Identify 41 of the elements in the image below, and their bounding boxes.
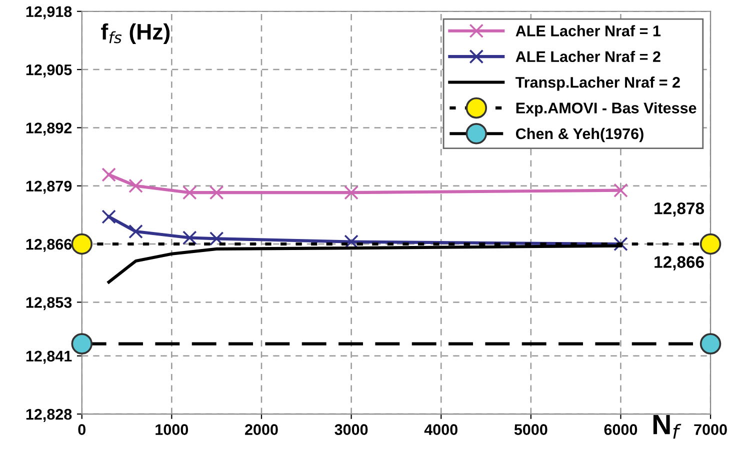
legend-label: ALE Lacher Nraf = 2 — [516, 50, 660, 62]
y-tick-label: 12,841 — [26, 350, 72, 364]
point — [71, 233, 92, 255]
point — [209, 185, 224, 200]
point — [128, 178, 143, 194]
point — [700, 233, 722, 255]
y-tick-label: 12,828 — [26, 408, 72, 422]
x-tick-label: 3000 — [334, 424, 368, 436]
x-axis-title: N$_{f}$ — [653, 415, 682, 439]
point — [344, 185, 358, 200]
point — [102, 168, 116, 182]
point — [209, 232, 224, 246]
point — [71, 333, 92, 354]
y-tick-label: 12,879 — [26, 180, 72, 194]
y-tick-label: 12,866 — [26, 238, 72, 252]
legend-label: ALE Lacher Nraf = 1 — [516, 25, 661, 36]
annotation: 12,878 — [654, 202, 704, 217]
x-tick-label: 0 — [78, 424, 86, 435]
point — [344, 234, 358, 249]
y-tick-label: 12,892 — [26, 122, 72, 136]
x-tick-label: 1000 — [156, 424, 188, 435]
x-tick-label: 7000 — [694, 424, 727, 435]
point — [614, 236, 628, 252]
point — [614, 183, 628, 198]
y-tick-label: 12,918 — [26, 6, 72, 20]
legend-label: Transp.Lacher Nraf = 2 — [516, 76, 680, 91]
point — [182, 185, 197, 200]
x-tick-label: 2000 — [245, 424, 278, 435]
y-axis-title: f$_{fs}$ (Hz) — [101, 23, 170, 44]
x-tick-label: 6000 — [604, 424, 638, 435]
y-tick-label: 12,853 — [26, 297, 72, 310]
x-tick-label: 5000 — [514, 424, 548, 435]
legend-label: Exp.AMOVI - Bas Vitesse — [516, 102, 696, 116]
point — [700, 333, 722, 354]
point — [102, 210, 116, 224]
y-tick-label: 12,905 — [26, 64, 72, 78]
legend-label: Chen & Yeh(1976) — [516, 128, 644, 142]
annotation: 12,866 — [654, 256, 704, 270]
point — [128, 224, 143, 239]
point — [182, 230, 197, 245]
x-tick-label: 4000 — [424, 424, 458, 435]
